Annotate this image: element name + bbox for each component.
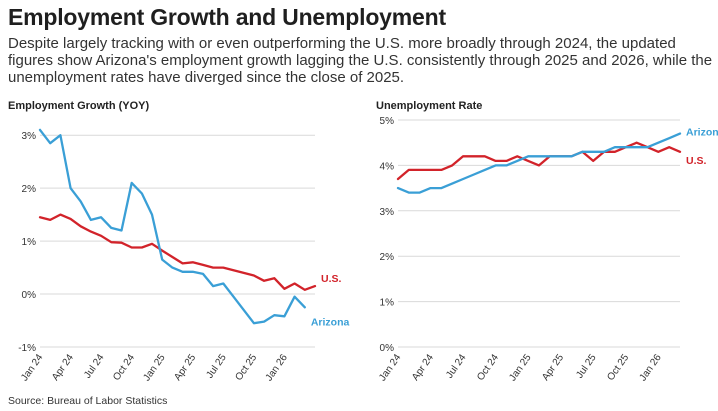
y-tick-label: 1%: [22, 237, 37, 248]
x-tick-label: Jul 24: [444, 352, 469, 381]
unemployment-rate-chart: 5%4%3%2%1%0%Jan 24 Apr 24 Jul 24 Oct 24 Jan …: [377, 116, 718, 383]
chart-title-unemployment-rate: Unemployment Rate: [376, 100, 483, 112]
x-tick-label: Apr 24: [410, 352, 436, 383]
x-tick-label: Jul 25: [204, 352, 229, 381]
x-tick-label: Jul 24: [82, 352, 107, 381]
y-tick-label: 1%: [380, 298, 395, 309]
page-title: Employment Growth and Unemployment: [8, 4, 446, 30]
series-line-u-s: [38, 213, 317, 291]
series-line-arizona: [396, 132, 682, 194]
employment-growth-chart: 3%2%1%0%-1%Jan 24 Apr 24 Jul 24 Oct 24 Jan 2…: [18, 128, 350, 383]
x-tick-label: Oct 24: [475, 352, 501, 383]
y-tick-label: 2%: [380, 252, 395, 263]
series-line-u-s: [396, 141, 682, 181]
series-label-u-s: U.S.: [686, 155, 707, 167]
series-label-arizona: Arizona: [311, 316, 350, 328]
y-tick-label: -1%: [18, 343, 36, 354]
series-line-arizona: [38, 128, 306, 325]
x-tick-label: Jan 24: [377, 352, 403, 383]
y-tick-label: 0%: [380, 343, 395, 354]
x-tick-label: Jan 24: [19, 352, 45, 383]
x-tick-label: Oct 24: [111, 352, 137, 383]
y-tick-label: 4%: [380, 161, 395, 172]
page-subtitle: Despite largely tracking with or even ou…: [8, 35, 713, 86]
y-tick-label: 3%: [22, 131, 37, 142]
series-label-u-s: U.S.: [321, 273, 342, 285]
x-tick-label: Jan 25: [507, 352, 533, 383]
x-tick-label: Jan 26: [638, 352, 664, 383]
x-tick-label: Apr 25: [172, 352, 198, 383]
x-tick-label: Jan 25: [141, 352, 167, 383]
x-tick-label: Jul 25: [574, 352, 599, 381]
y-tick-label: 0%: [22, 290, 37, 301]
x-tick-label: Apr 24: [50, 352, 76, 383]
chart-title-employment-growth: Employment Growth (YOY): [8, 100, 150, 112]
x-tick-label: Jan 26: [264, 352, 290, 383]
y-tick-label: 5%: [380, 116, 395, 127]
y-tick-label: 2%: [22, 184, 37, 195]
x-tick-label: Oct 25: [605, 352, 631, 383]
series-label-arizona: Arizona: [686, 127, 718, 139]
y-tick-label: 3%: [380, 207, 395, 218]
source-note: Source: Bureau of Labor Statistics: [8, 395, 168, 407]
x-tick-label: Apr 25: [540, 352, 566, 383]
x-tick-label: Oct 25: [233, 352, 259, 383]
